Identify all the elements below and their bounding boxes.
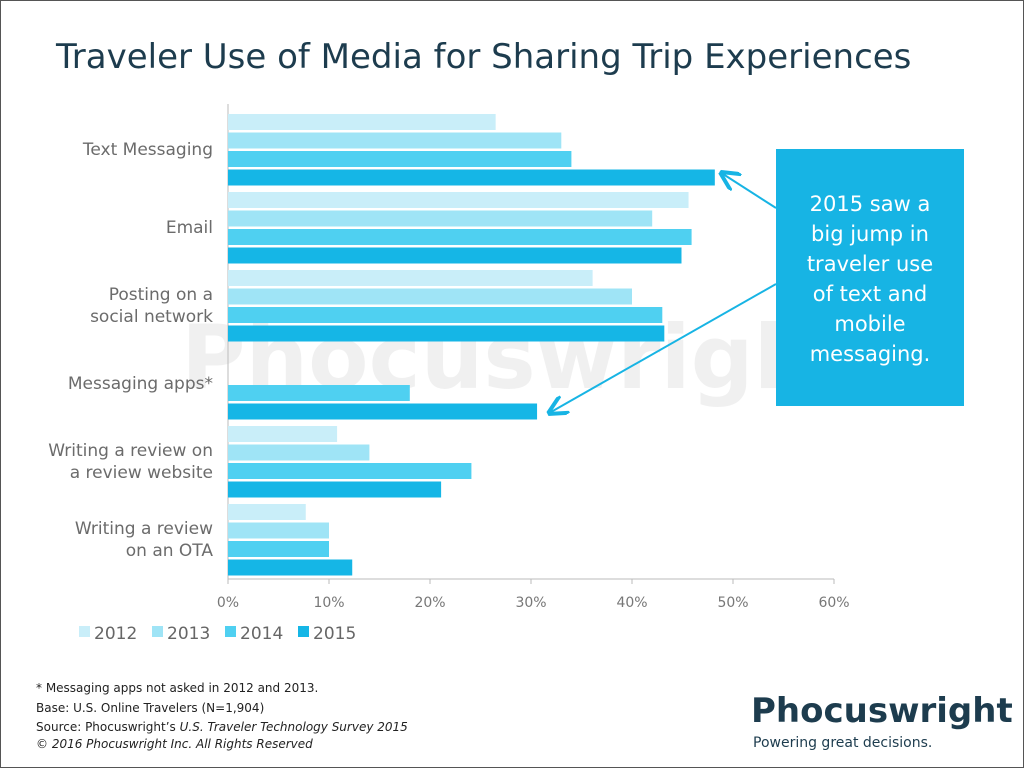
x-tick-label: 40%	[616, 595, 647, 611]
x-tick-label: 20%	[414, 595, 445, 611]
legend-label: 2015	[313, 624, 356, 644]
source-prefix: Source: Phocuswright’s	[36, 720, 176, 734]
source-note: Source: Phocuswright’s U.S. Traveler Tec…	[36, 720, 408, 734]
category-label: Messaging apps*	[67, 374, 213, 394]
bar	[228, 504, 306, 520]
legend-label: 2013	[167, 624, 210, 644]
footnote: * Messaging apps not asked in 2012 and 2…	[36, 681, 319, 695]
category-label: Text Messaging	[82, 140, 213, 160]
category-label: Email	[165, 218, 213, 238]
category-label: Writing a review on a review website	[48, 441, 213, 483]
x-tick-label: 0%	[217, 595, 239, 611]
bar	[228, 426, 338, 442]
bar	[228, 463, 472, 479]
brand-logo: Phocuswright	[751, 691, 1013, 731]
x-tick-label: 50%	[717, 595, 748, 611]
legend-swatch	[225, 626, 236, 637]
x-tick-label: 30%	[515, 595, 546, 611]
copyright: © 2016 Phocuswright Inc. All Rights Rese…	[36, 737, 313, 751]
bar	[228, 229, 692, 245]
bar	[228, 559, 353, 576]
legend-swatch	[152, 626, 163, 637]
bar	[228, 541, 329, 557]
bar	[228, 325, 665, 342]
legend-swatch	[298, 626, 309, 637]
bar	[228, 307, 663, 323]
legend-label: 2012	[94, 624, 137, 644]
tagline: Powering great decisions.	[753, 735, 933, 751]
bar	[228, 270, 593, 286]
annotation: 2015 saw a big jump in traveler use of t…	[776, 149, 964, 406]
category-label: Writing a review on an OTA	[74, 519, 213, 561]
x-tick-label: 60%	[818, 595, 849, 611]
source-title: U.S. Traveler Technology Survey 2015	[179, 720, 408, 734]
arrow	[551, 283, 777, 412]
bar	[228, 403, 538, 420]
bar	[228, 132, 562, 149]
bar	[228, 210, 653, 227]
legend-label: 2014	[240, 624, 283, 644]
base-note: Base: U.S. Online Travelers (N=1,904)	[36, 701, 265, 715]
bar	[228, 288, 632, 305]
bar	[228, 192, 689, 208]
legend-swatch	[79, 626, 90, 637]
chart-title: Traveler Use of Media for Sharing Trip E…	[56, 37, 912, 77]
category-label: Posting on a social network	[90, 285, 213, 327]
bar	[228, 151, 572, 167]
bar	[228, 522, 329, 539]
bar	[228, 444, 370, 461]
bar	[228, 481, 442, 498]
bar	[228, 385, 410, 401]
x-tick-label: 10%	[313, 595, 344, 611]
bar	[228, 114, 496, 130]
arrow	[723, 174, 777, 209]
bar	[228, 247, 682, 264]
bar	[228, 169, 715, 186]
